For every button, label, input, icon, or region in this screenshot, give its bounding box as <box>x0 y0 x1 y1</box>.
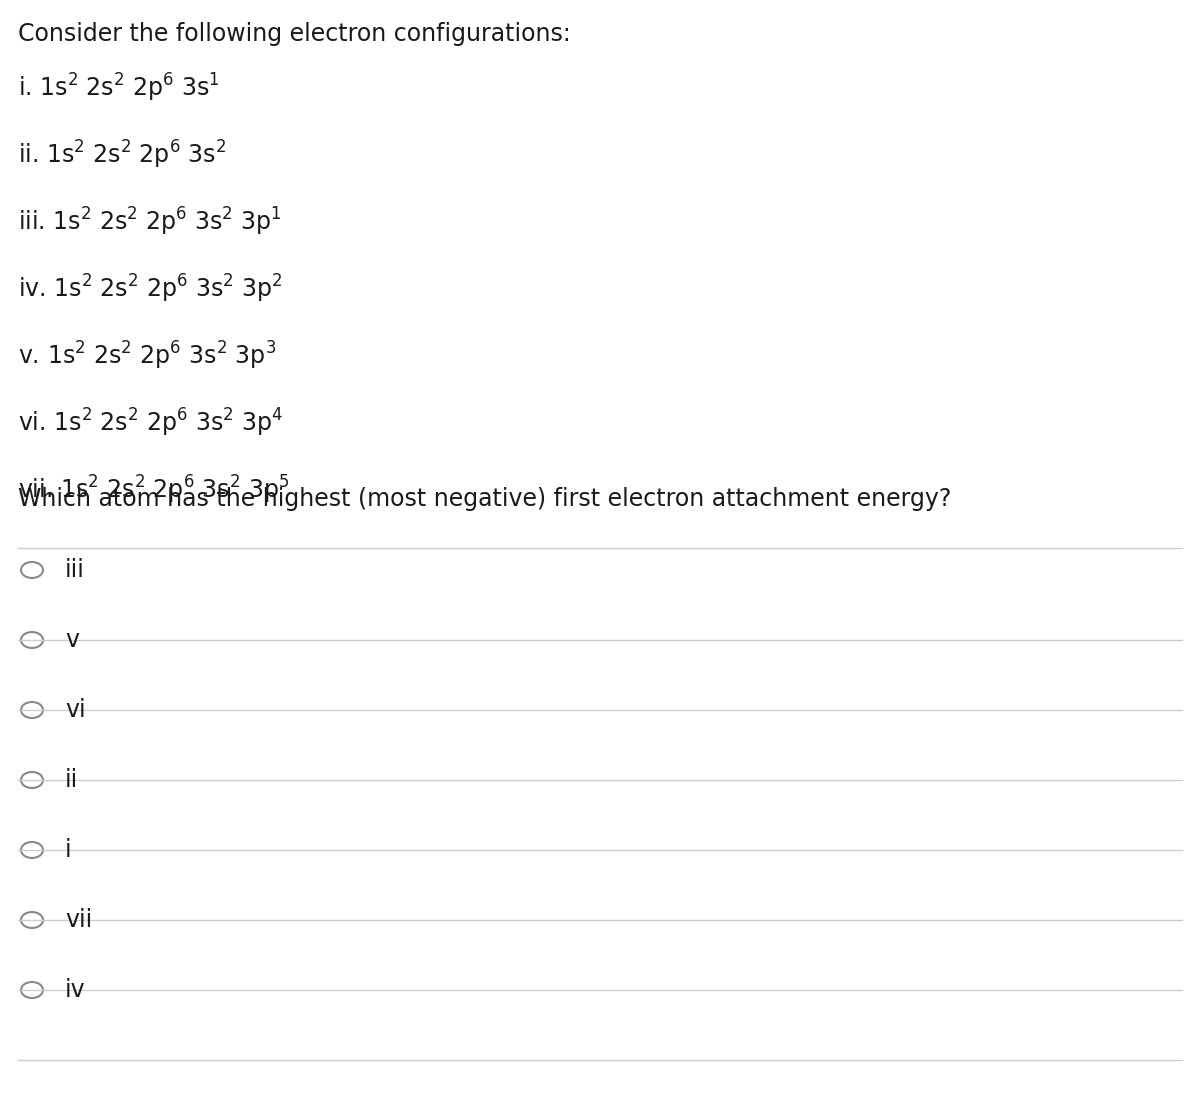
Text: v: v <box>65 628 79 652</box>
Text: vi: vi <box>65 698 85 722</box>
Text: i: i <box>65 838 72 862</box>
Text: Consider the following electron configurations:: Consider the following electron configur… <box>18 22 571 46</box>
Text: iii: iii <box>65 558 85 582</box>
Text: vii. 1s$^2$ 2s$^2$ 2p$^6$ 3s$^2$ 3p$^5$: vii. 1s$^2$ 2s$^2$ 2p$^6$ 3s$^2$ 3p$^5$ <box>18 474 289 507</box>
Text: iv. 1s$^2$ 2s$^2$ 2p$^6$ 3s$^2$ 3p$^2$: iv. 1s$^2$ 2s$^2$ 2p$^6$ 3s$^2$ 3p$^2$ <box>18 274 283 305</box>
Text: vii: vii <box>65 908 92 932</box>
Text: ii. 1s$^2$ 2s$^2$ 2p$^6$ 3s$^2$: ii. 1s$^2$ 2s$^2$ 2p$^6$ 3s$^2$ <box>18 139 227 171</box>
Text: Which atom has the highest (most negative) first electron attachment energy?: Which atom has the highest (most negativ… <box>18 487 952 511</box>
Text: i. 1s$^2$ 2s$^2$ 2p$^6$ 3s$^1$: i. 1s$^2$ 2s$^2$ 2p$^6$ 3s$^1$ <box>18 72 220 104</box>
Text: ii: ii <box>65 768 78 792</box>
Text: iv: iv <box>65 978 85 1002</box>
Text: v. 1s$^2$ 2s$^2$ 2p$^6$ 3s$^2$ 3p$^3$: v. 1s$^2$ 2s$^2$ 2p$^6$ 3s$^2$ 3p$^3$ <box>18 340 276 372</box>
Text: iii. 1s$^2$ 2s$^2$ 2p$^6$ 3s$^2$ 3p$^1$: iii. 1s$^2$ 2s$^2$ 2p$^6$ 3s$^2$ 3p$^1$ <box>18 206 282 238</box>
Text: vi. 1s$^2$ 2s$^2$ 2p$^6$ 3s$^2$ 3p$^4$: vi. 1s$^2$ 2s$^2$ 2p$^6$ 3s$^2$ 3p$^4$ <box>18 407 283 439</box>
